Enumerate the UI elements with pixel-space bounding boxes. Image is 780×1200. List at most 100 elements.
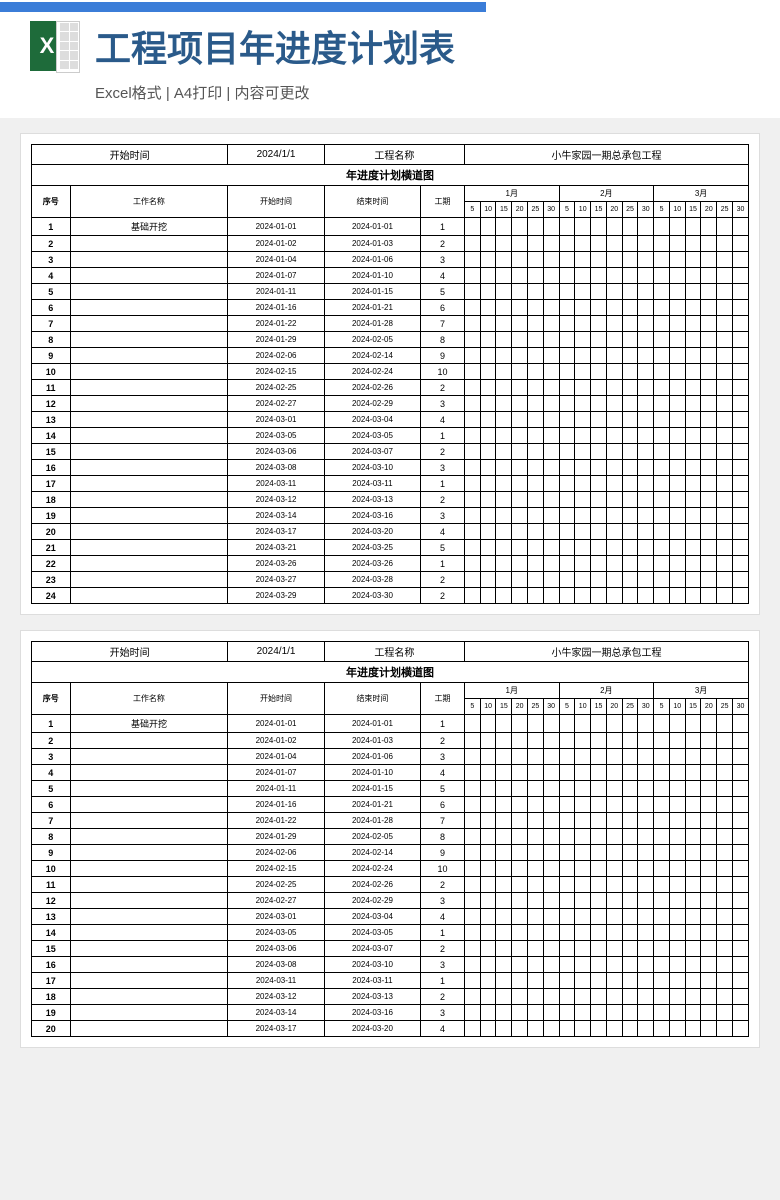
task-start: 2024-01-11: [228, 284, 324, 300]
gantt-cell: [669, 236, 685, 252]
gantt-bar: [297, 2, 308, 12]
task-seq: 9: [32, 348, 71, 364]
task-seq: 3: [32, 749, 71, 765]
gantt-cell: [701, 460, 717, 476]
gantt-cell: [654, 973, 670, 989]
gantt-cell: [732, 893, 748, 909]
gantt-cell: [512, 973, 528, 989]
gantt-bar: [151, 2, 194, 12]
gantt-cell: [464, 845, 480, 861]
col-dur: 工期: [421, 683, 465, 715]
gantt-cell: [512, 252, 528, 268]
gantt-cell: [543, 989, 559, 1005]
gantt-cell: [528, 797, 544, 813]
gantt-cell: [496, 284, 512, 300]
gantt-cell: [559, 396, 575, 412]
task-name: [70, 492, 228, 508]
gantt-cell: [669, 284, 685, 300]
gantt-cell: [732, 989, 748, 1005]
gantt-cell: [638, 813, 654, 829]
gantt-cell: [512, 396, 528, 412]
task-start: 2024-01-07: [228, 268, 324, 284]
task-seq: 4: [32, 268, 71, 284]
gantt-cell: [622, 861, 638, 877]
gantt-cell: [543, 572, 559, 588]
gantt-cell: [717, 300, 733, 316]
gantt-cell: [512, 909, 528, 925]
gantt-cell: [591, 492, 607, 508]
gantt-cell: [732, 364, 748, 380]
gantt-cell: [717, 332, 733, 348]
gantt-cell: [654, 476, 670, 492]
task-start: 2024-01-02: [228, 733, 324, 749]
gantt-cell: [575, 925, 591, 941]
task-name: 基础开挖: [70, 715, 228, 733]
gantt-cell: [480, 861, 496, 877]
task-end: 2024-01-01: [324, 715, 420, 733]
chart-title: 年进度计划横道图: [32, 165, 749, 186]
task-dur: 4: [421, 412, 465, 428]
gantt-cell: [480, 524, 496, 540]
gantt-cell: [575, 476, 591, 492]
gantt-cell: [622, 460, 638, 476]
gantt-cell: [559, 749, 575, 765]
gantt-cell: [591, 941, 607, 957]
col-start: 开始时间: [228, 186, 324, 218]
gantt-cell: [606, 268, 622, 284]
gantt-cell: [559, 380, 575, 396]
task-seq: 21: [32, 540, 71, 556]
task-start: 2024-03-14: [228, 1005, 324, 1021]
col-end: 结束时间: [324, 683, 420, 715]
task-dur: 3: [421, 396, 465, 412]
gantt-cell: [654, 268, 670, 284]
gantt-cell: [732, 556, 748, 572]
gantt-cell: [528, 829, 544, 845]
day-header: 15: [591, 202, 607, 218]
gantt-cell: [559, 268, 575, 284]
gantt-cell: [685, 1005, 701, 1021]
gantt-cell: [654, 861, 670, 877]
task-name: [70, 797, 228, 813]
gantt-cell: [528, 236, 544, 252]
gantt-cell: [528, 540, 544, 556]
task-end: 2024-03-20: [324, 524, 420, 540]
gantt-cell: [591, 749, 607, 765]
gantt-cell: [669, 444, 685, 460]
gantt-cell: [559, 572, 575, 588]
gantt-cell: [685, 941, 701, 957]
task-end: 2024-02-29: [324, 396, 420, 412]
gantt-cell: [496, 412, 512, 428]
gantt-cell: [701, 893, 717, 909]
gantt-cell: [464, 284, 480, 300]
gantt-cell: [559, 588, 575, 604]
task-name: [70, 1021, 228, 1037]
gantt-cell: [669, 332, 685, 348]
gantt-cell: [480, 218, 496, 236]
gantt-cell: [606, 1021, 622, 1037]
gantt-cell: [528, 893, 544, 909]
task-name: [70, 412, 228, 428]
gantt-cell: [559, 540, 575, 556]
gantt-cell: [669, 252, 685, 268]
gantt-cell: [480, 460, 496, 476]
gantt-cell: [622, 236, 638, 252]
gantt-cell: [654, 364, 670, 380]
gantt-cell: [717, 797, 733, 813]
gantt-cell: [480, 332, 496, 348]
day-header: 5: [559, 699, 575, 715]
gantt-cell: [559, 829, 575, 845]
gantt-cell: [606, 284, 622, 300]
gantt-cell: [701, 428, 717, 444]
task-seq: 9: [32, 845, 71, 861]
task-seq: 18: [32, 492, 71, 508]
gantt-cell: [464, 540, 480, 556]
gantt-cell: [559, 813, 575, 829]
month-header: 1月: [464, 683, 559, 699]
gantt-cell: [701, 845, 717, 861]
gantt-cell: [669, 492, 685, 508]
gantt-bar: [113, 2, 151, 12]
gantt-cell: [543, 588, 559, 604]
gantt-cell: [480, 893, 496, 909]
col-seq: 序号: [32, 186, 71, 218]
gantt-cell: [654, 765, 670, 781]
